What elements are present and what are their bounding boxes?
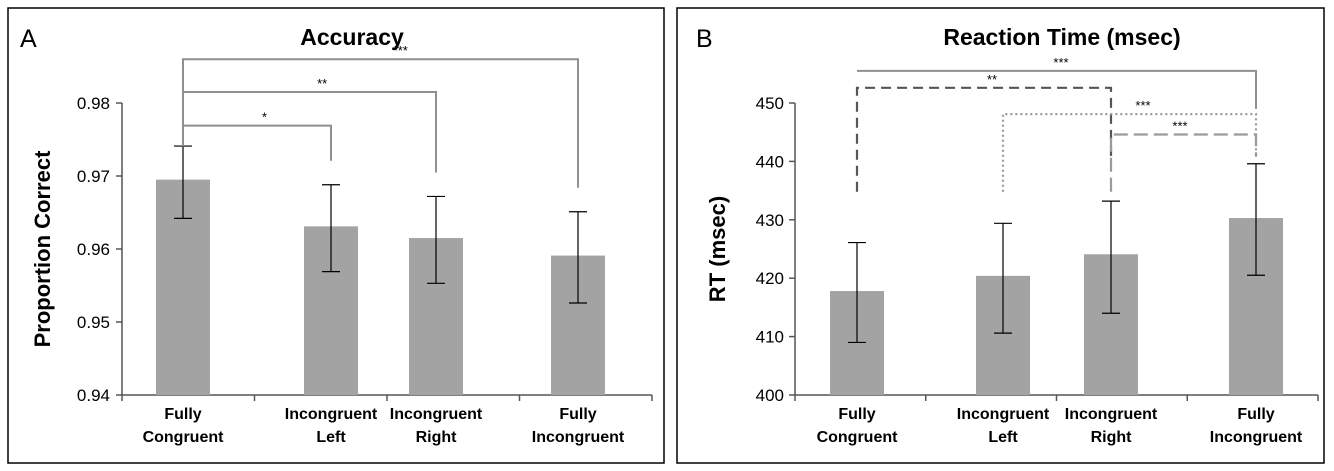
panel-a-category-label: Left — [316, 429, 346, 446]
panel-b-category-label: Congruent — [817, 429, 899, 446]
panel-b-y-tick-label: 400 — [756, 386, 784, 405]
panel-a-y-tick-label: 0.96 — [77, 240, 110, 259]
panel-b-category-label: Right — [1091, 429, 1133, 446]
panel-b-significance-label: *** — [1172, 119, 1187, 134]
panel-a-category-label: Incongruent — [390, 406, 483, 423]
panel-b-significance-label: *** — [1053, 55, 1068, 70]
panel-b-category-label: Fully — [838, 406, 875, 423]
panel-a-significance-label: * — [262, 110, 267, 125]
panel-b-category-label: Left — [988, 429, 1018, 446]
panel-b-y-axis-label: RT (msec) — [705, 196, 730, 302]
panel-b-significance-bracket — [1109, 133, 1258, 192]
panel-a-category-label: Incongruent — [285, 406, 378, 423]
panel-b-border — [676, 7, 1325, 464]
panel-a-y-tick-label: 0.98 — [77, 94, 110, 113]
panel-a-category-label: Fully — [164, 406, 201, 423]
panel-b-significance-bracket — [857, 69, 1257, 109]
panel-a-y-tick-label: 0.97 — [77, 167, 110, 186]
panel-b-significance-label: ** — [987, 72, 997, 87]
panel-b-y-tick-label: 420 — [756, 269, 784, 288]
panel-a-category-label: Congruent — [143, 429, 225, 446]
panel-b-letter: B — [696, 25, 713, 53]
panel-a-letter: A — [20, 25, 37, 53]
panel-b-y-tick-label: 440 — [756, 152, 784, 171]
panel-b-significance-bracket — [1001, 112, 1258, 192]
panel-a-significance-bracket — [182, 91, 437, 173]
panel-a-title: Accuracy — [300, 24, 404, 50]
panel-b-y-tick-label: 430 — [756, 211, 784, 230]
panel-a-significance-bracket — [182, 124, 332, 161]
panel-a-y-axis-label: Proportion Correct — [30, 150, 55, 347]
panel-a-significance-label: *** — [393, 43, 408, 58]
panel-b-title: Reaction Time (msec) — [943, 24, 1180, 50]
panel-a-significance-label: ** — [317, 76, 327, 91]
panel-a-category-label: Incongruent — [532, 429, 625, 446]
panel-b-significance-label: *** — [1135, 98, 1150, 113]
panel-b-significance-bracket — [855, 86, 1113, 192]
panel-a-y-tick-label: 0.95 — [77, 313, 110, 332]
panel-b-category-label: Fully — [1237, 406, 1274, 423]
panel-b-category-label: Incongruent — [957, 406, 1050, 423]
panel-a-chart: A Accuracy Proportion Correct 0.94 0.95 0.96 0… — [20, 24, 653, 446]
panel-b-category-label: Incongruent — [1210, 429, 1303, 446]
panel-a-border — [7, 7, 665, 464]
panel-b-chart: B Reaction Time (msec) RT (msec) 400 410 420 4… — [696, 24, 1319, 446]
panel-a-significance-bracket — [182, 58, 579, 188]
panel-a-category-label: Fully — [559, 406, 596, 423]
panel-b-y-tick-label: 410 — [756, 328, 784, 347]
panel-a-category-label: Right — [416, 429, 458, 446]
panel-b-y-tick-label: 450 — [756, 94, 784, 113]
panel-a-y-tick-label: 0.94 — [77, 386, 110, 405]
panel-b-category-label: Incongruent — [1065, 406, 1158, 423]
